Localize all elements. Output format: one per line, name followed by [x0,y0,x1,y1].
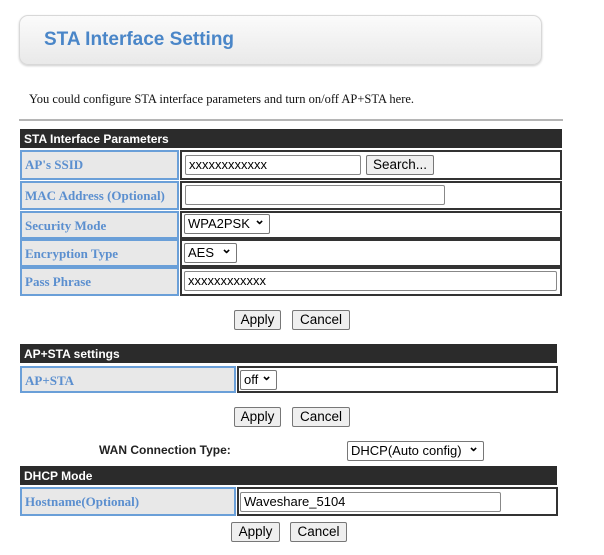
security-mode-select[interactable]: WPA2PSK [184,212,270,234]
page-title: STA Interface Setting [44,29,235,50]
dhcp-cancel-button[interactable]: Cancel [290,522,347,542]
dhcp-section-header: DHCP Mode [20,466,557,485]
apsta-select[interactable]: off [240,368,277,390]
wan-connection-type-value: DHCP(Auto config) [351,443,462,458]
encryption-type-cell [180,239,562,267]
apsta-section-header: AP+STA settings [20,344,557,363]
pass-phrase-label: Pass Phrase [20,267,179,296]
divider [19,119,563,121]
apsta-value: off [244,372,259,387]
sta-apply-button[interactable]: Apply [234,310,281,330]
wan-connection-type-select[interactable]: DHCP(Auto config) [347,439,484,461]
security-mode-value: WPA2PSK [188,216,250,231]
encryption-type-select[interactable]: AES [184,241,237,263]
wan-connection-type-label: WAN Connection Type: [99,443,231,457]
security-mode-label: Security Mode [20,211,179,239]
pass-phrase-input[interactable]: xxxxxxxxxxxx [184,271,557,291]
apsta-cell [237,366,558,393]
page-header [19,15,542,65]
search-button[interactable]: Search... [366,155,434,175]
intro-text: You could configure STA interface parame… [29,92,415,106]
apsta-apply-button[interactable]: Apply [234,407,281,427]
encryption-type-value: AES [188,245,215,260]
sta-section-header: STA Interface Parameters [20,129,562,148]
hostname-label: Hostname(Optional) [20,487,236,516]
mac-label: MAC Address (Optional) [20,181,179,210]
sta-cancel-button[interactable]: Cancel [292,310,350,330]
apsta-cancel-button[interactable]: Cancel [292,407,350,427]
ssid-input[interactable]: xxxxxxxxxxxx [185,155,361,175]
hostname-input[interactable]: Waveshare_5104 [240,492,501,512]
encryption-type-label: Encryption Type [20,239,179,267]
apsta-label: AP+STA [20,366,236,393]
ssid-label: AP's SSID [20,150,179,180]
dhcp-apply-button[interactable]: Apply [231,522,280,542]
mac-input[interactable] [185,185,445,205]
